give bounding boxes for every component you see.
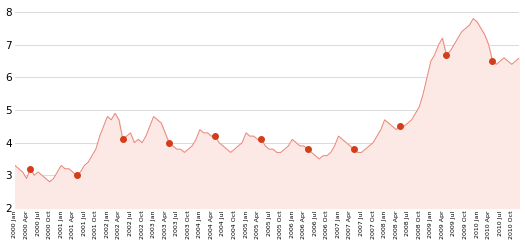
Point [350, 147, 358, 151]
Point [488, 59, 497, 63]
Point [396, 124, 404, 128]
Point [72, 173, 81, 177]
Point [211, 134, 219, 138]
Point [165, 141, 173, 145]
Point [442, 53, 450, 57]
Point [119, 137, 127, 141]
Point [26, 167, 35, 171]
Point [303, 147, 312, 151]
Point [257, 137, 266, 141]
